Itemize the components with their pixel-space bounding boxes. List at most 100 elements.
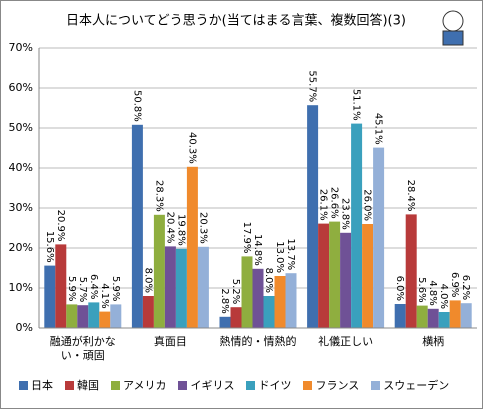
bar	[153, 214, 165, 328]
legend-item: イギリス	[178, 377, 234, 393]
legend-label: 日本	[31, 379, 53, 392]
bar	[362, 224, 374, 328]
value-label: 4.1%	[99, 283, 110, 308]
y-tick-label: 60%	[9, 81, 33, 94]
value-label: 5.7%	[77, 277, 88, 302]
y-tick-label: 0%	[16, 321, 33, 334]
bar	[340, 232, 352, 328]
legend-item: アメリカ	[111, 377, 166, 393]
bar	[164, 246, 176, 328]
bar	[427, 308, 439, 328]
value-label: 55.7%	[307, 70, 318, 102]
value-label: 14.8%	[252, 234, 263, 266]
mascot-icon	[442, 10, 464, 46]
value-label: 4.0%	[438, 284, 449, 309]
bar	[131, 124, 143, 328]
bar	[460, 303, 472, 328]
bar	[274, 276, 286, 328]
bar	[88, 302, 100, 328]
bar	[329, 221, 341, 328]
x-tick-label: 熱情的・情熱的	[219, 335, 297, 348]
value-label: 6.9%	[449, 272, 460, 297]
legend-swatch	[371, 380, 381, 390]
value-label: 6.4%	[88, 274, 99, 299]
legend-swatch	[246, 380, 256, 390]
legend-swatch	[303, 380, 313, 390]
bar	[197, 246, 209, 328]
legend-label: フランス	[315, 379, 360, 392]
value-label: 23.8%	[340, 198, 351, 230]
bar	[449, 300, 461, 328]
value-label: 45.1%	[373, 113, 384, 145]
legend-label: イギリス	[190, 379, 235, 392]
bar	[438, 312, 450, 328]
y-tick-label: 40%	[9, 161, 33, 174]
bar	[219, 316, 231, 328]
bar	[307, 105, 319, 328]
y-tick-label: 70%	[9, 41, 33, 54]
value-label: 28.4%	[405, 180, 416, 212]
value-label: 8.0%	[142, 268, 153, 293]
bar	[142, 296, 154, 328]
x-tick-label: 真面目	[153, 335, 187, 348]
value-label: 26.0%	[362, 189, 373, 221]
y-tick-label: 20%	[9, 241, 33, 254]
value-label: 40.3%	[186, 132, 197, 164]
value-label: 5.6%	[416, 277, 427, 302]
value-label: 51.1%	[351, 89, 362, 121]
value-label: 19.8%	[175, 214, 186, 246]
value-label: 6.0%	[394, 276, 405, 301]
value-label: 2.8%	[219, 288, 230, 313]
value-label: 20.9%	[55, 210, 66, 242]
bar	[175, 248, 187, 328]
value-label: 5.9%	[66, 276, 77, 301]
legend-label: ドイツ	[258, 379, 292, 392]
x-tick-label: 礼儀正しい	[318, 335, 374, 348]
bar	[110, 304, 122, 328]
value-label: 4.8%	[427, 280, 438, 305]
value-label: 28.3%	[153, 180, 164, 212]
bar	[99, 311, 111, 328]
bar	[405, 214, 417, 328]
y-tick-label: 50%	[9, 121, 33, 134]
legend-swatch	[178, 380, 188, 390]
bar	[263, 296, 275, 328]
legend-swatch	[65, 380, 74, 390]
bar	[252, 268, 264, 328]
legend-item: ドイツ	[246, 377, 291, 393]
bar	[66, 304, 78, 328]
value-label: 13.0%	[274, 241, 285, 273]
legend: 日本 韓国 アメリカ イギリス ドイツ フランス スウェーデン	[19, 377, 449, 393]
value-label: 50.8%	[131, 90, 142, 122]
legend-item: フランス	[303, 377, 359, 393]
bar	[351, 123, 363, 328]
legend-label: スウェーデン	[383, 379, 450, 392]
value-label: 17.9%	[241, 222, 252, 254]
legend-swatch	[111, 380, 120, 390]
bar	[77, 305, 89, 328]
legend-item: スウェーデン	[371, 377, 449, 393]
bar	[318, 223, 330, 328]
x-tick-label: 横柄	[422, 335, 445, 348]
bar	[55, 244, 67, 328]
bar	[44, 265, 56, 328]
value-label: 20.4%	[164, 212, 175, 244]
bar	[373, 147, 385, 328]
legend-label: 韓国	[77, 379, 99, 392]
bar	[285, 273, 297, 328]
bar	[186, 166, 198, 328]
chart-title: 日本人についてどう思うか(当てはまる言葉、複数回答)(3)	[66, 13, 406, 29]
y-tick-label: 30%	[9, 201, 33, 214]
value-label: 20.3%	[197, 212, 208, 244]
value-label: 13.7%	[285, 238, 296, 270]
legend-swatch	[19, 380, 28, 390]
legend-item: 韓国	[65, 377, 99, 393]
x-tick-label: 融通が利かない・頑固	[49, 335, 116, 362]
value-label: 8.0%	[263, 268, 274, 293]
legend-item: 日本	[19, 377, 53, 393]
value-label: 26.1%	[318, 189, 329, 221]
y-tick-label: 10%	[9, 281, 33, 294]
value-label: 26.6%	[329, 187, 340, 219]
bar	[394, 304, 406, 328]
